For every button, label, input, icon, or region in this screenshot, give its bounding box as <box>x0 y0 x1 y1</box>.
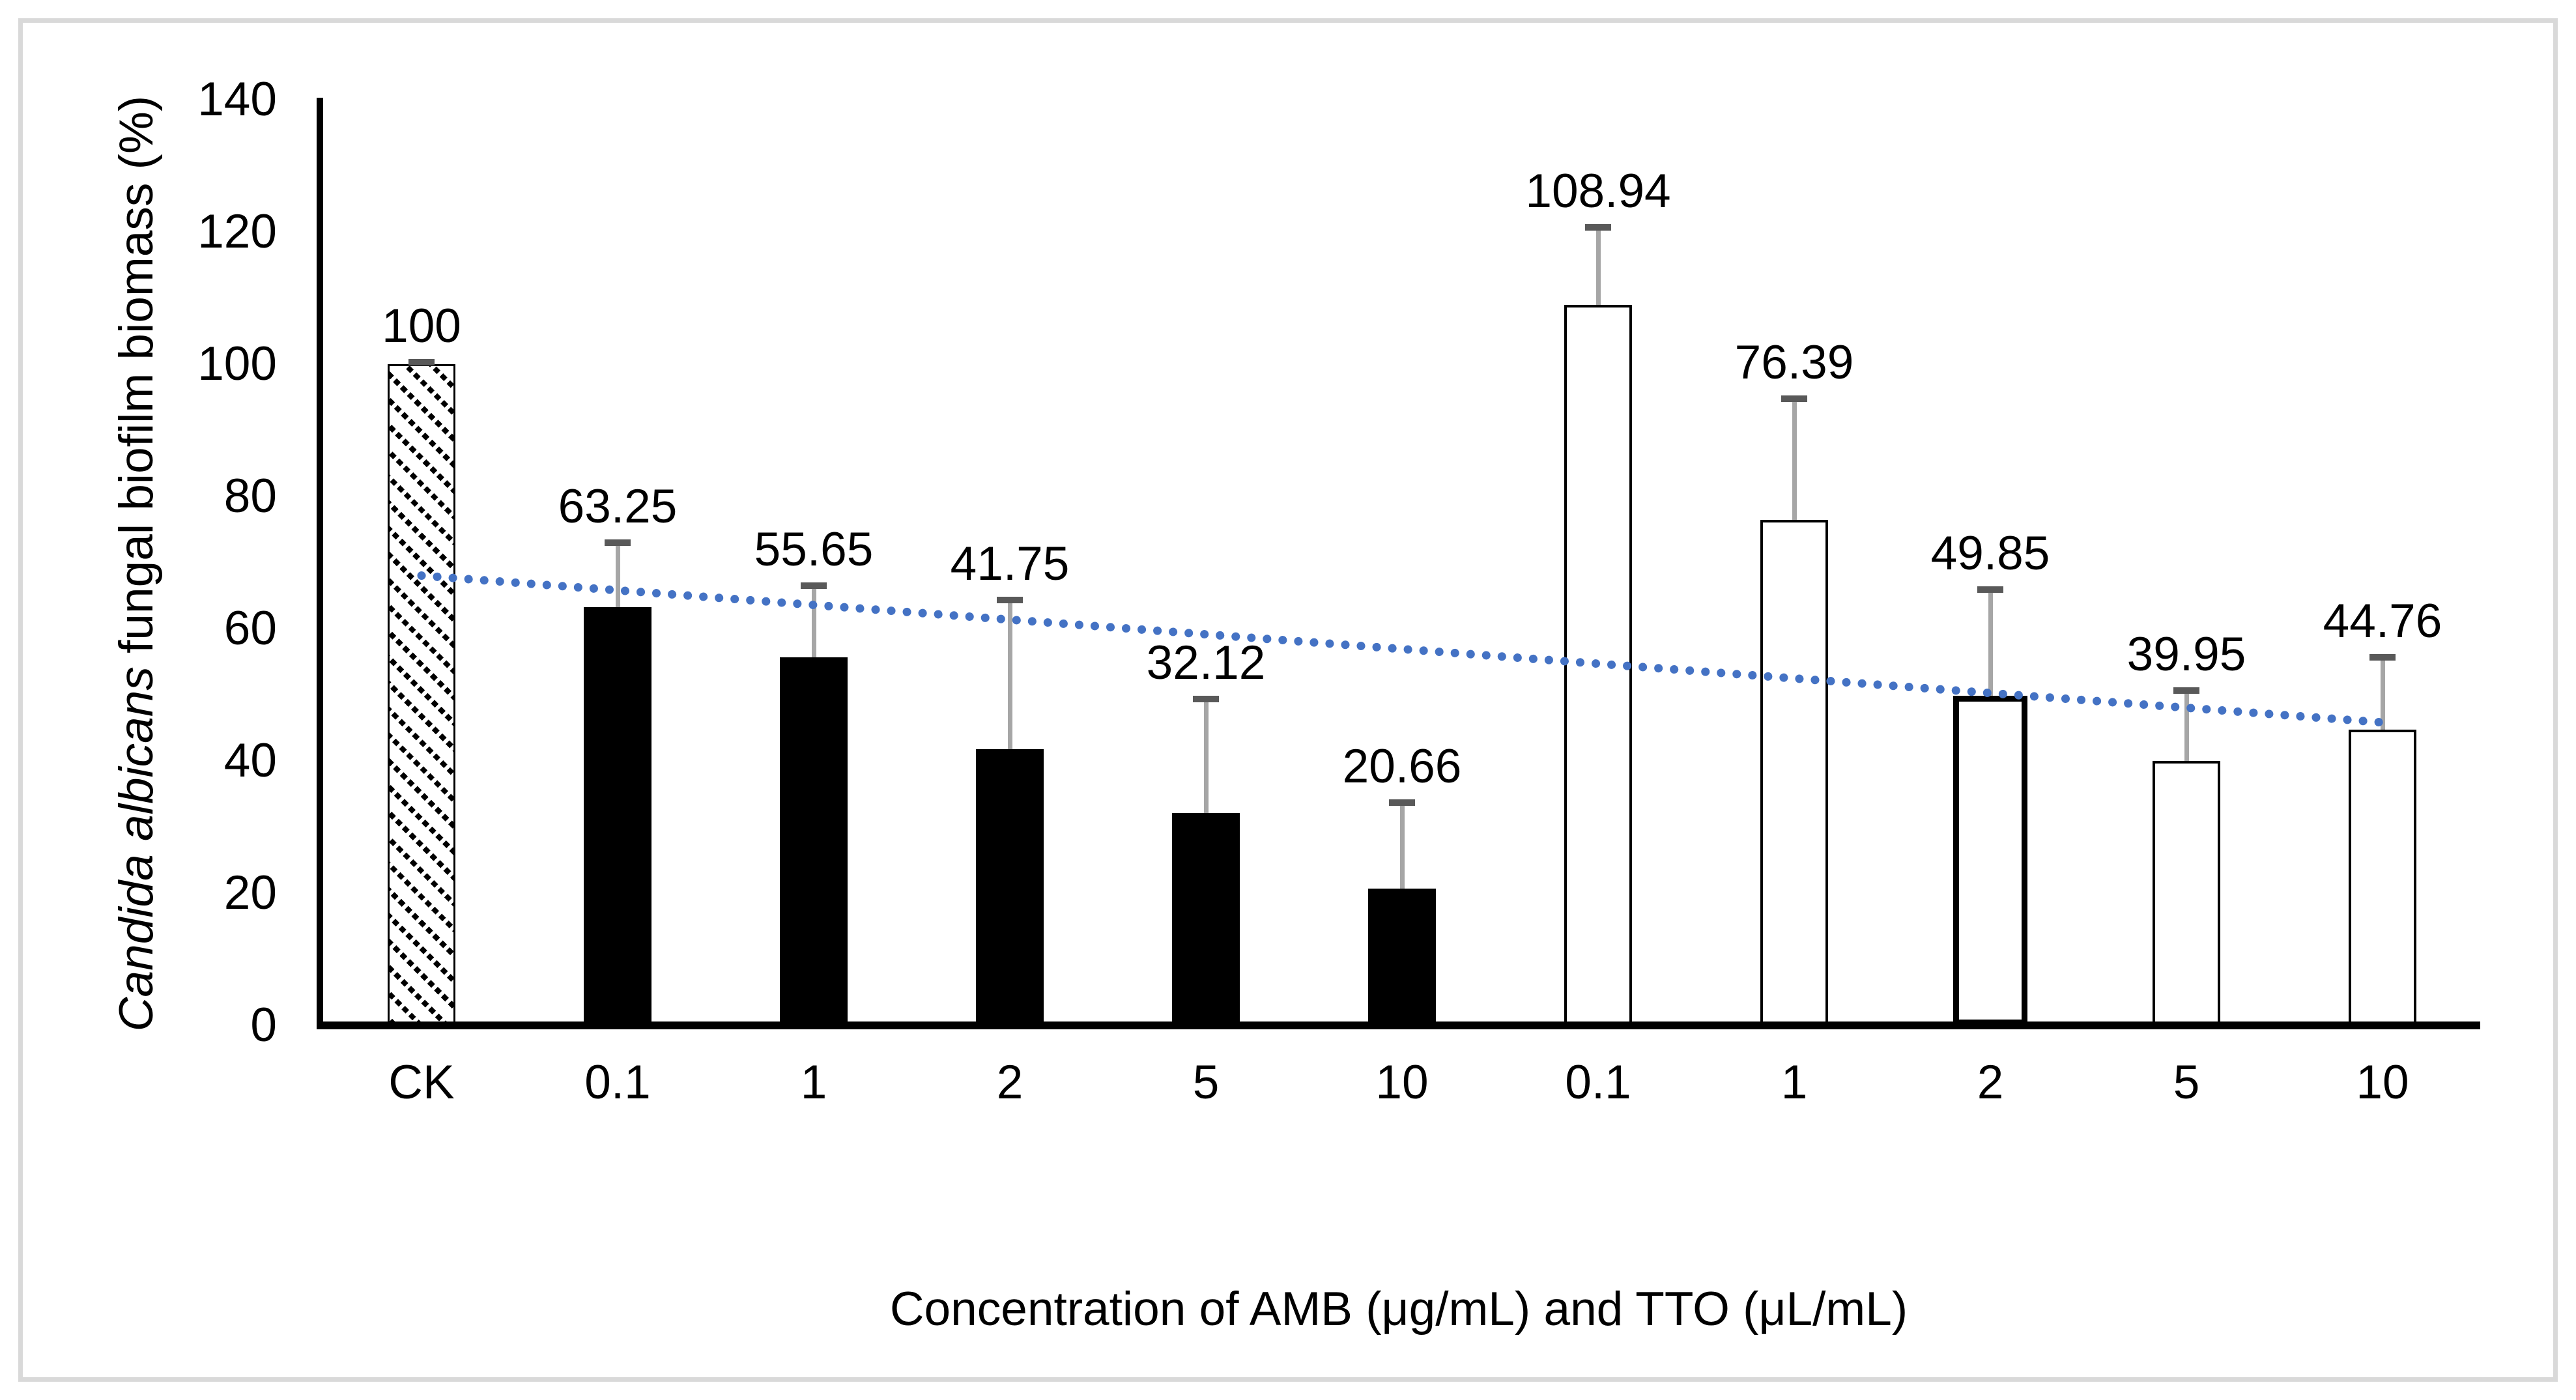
y-axis-line <box>317 98 323 1029</box>
x-axis-line <box>317 1021 2480 1029</box>
y-axis-tick-label: 20 <box>223 866 277 919</box>
data-label-tto-10: 44.76 <box>2323 594 2442 648</box>
error-bar-cap-tto-1 <box>1781 395 1807 402</box>
y-axis-tick-label: 120 <box>197 205 277 258</box>
x-axis-tick-label-tto-10: 10 <box>2356 1056 2409 1109</box>
error-bar-cap-tto-2 <box>1977 586 2003 593</box>
error-bar-amb-1 <box>811 586 816 657</box>
y-axis-tick-label: 80 <box>223 469 277 522</box>
error-bar-tto-2 <box>1988 590 1993 696</box>
x-axis-tick-label-amb-1: 1 <box>800 1056 827 1109</box>
error-bar-cap-amb-10 <box>1389 799 1415 807</box>
error-bar-amb-0.1 <box>615 543 620 607</box>
bar-amb-5 <box>1172 812 1240 1025</box>
bar-amb-1 <box>780 657 848 1025</box>
data-label-tto-1: 76.39 <box>1734 336 1854 389</box>
error-bar-amb-2 <box>1007 599 1012 750</box>
error-bar-tto-1 <box>1792 398 1797 521</box>
error-bar-tto-0.1 <box>1596 227 1601 305</box>
x-axis-tick-label-tto-5: 5 <box>2173 1056 2200 1109</box>
data-label-amb-2: 41.75 <box>950 537 1070 590</box>
x-axis-tick-label-amb-10: 10 <box>1375 1056 1429 1109</box>
x-axis-tick-label-tto-0.1: 0.1 <box>1565 1056 1631 1109</box>
y-axis-tick-label: 40 <box>223 734 277 787</box>
x-axis-tick-label-tto-2: 2 <box>1977 1056 2004 1109</box>
y-axis-tick-label: 0 <box>250 999 277 1051</box>
error-bar-cap-amb-5 <box>1193 696 1219 703</box>
data-label-amb-5: 32.12 <box>1146 636 1266 690</box>
y-axis-tick-label: 100 <box>197 337 277 390</box>
error-bar-cap-ck <box>408 358 435 365</box>
y-axis-tick-label: 60 <box>223 601 277 655</box>
y-axis-title-italic: Candida albicans <box>110 666 163 1032</box>
x-axis-title: Concentration of AMB (μg/mL) and TTO (μL… <box>889 1283 1908 1336</box>
error-bar-tto-10 <box>2380 657 2385 730</box>
error-bar-cap-amb-0.1 <box>605 539 631 547</box>
bar-tto-5 <box>2153 761 2220 1025</box>
error-bar-cap-tto-0.1 <box>1585 224 1611 231</box>
error-bar-cap-amb-2 <box>997 596 1023 603</box>
error-bar-amb-5 <box>1203 699 1209 813</box>
figure-border <box>18 18 2558 1382</box>
error-bar-tto-5 <box>2184 690 2189 762</box>
trendline <box>417 571 2387 727</box>
bar-tto-2 <box>1953 695 2027 1025</box>
bar-amb-0.1 <box>584 607 651 1025</box>
bar-tto-1 <box>1760 520 1828 1025</box>
data-label-amb-1: 55.65 <box>754 523 874 577</box>
data-label-ck: 100 <box>382 299 461 352</box>
data-label-tto-5: 39.95 <box>2126 627 2246 681</box>
error-bar-cap-amb-1 <box>801 582 827 590</box>
data-label-tto-2: 49.85 <box>1930 527 2050 580</box>
bar-amb-2 <box>976 749 1044 1025</box>
x-axis-tick-label-amb-2: 2 <box>996 1056 1023 1109</box>
x-axis-tick-label-amb-0.1: 0.1 <box>584 1056 651 1109</box>
x-axis-tick-label-ck: CK <box>388 1056 455 1109</box>
error-bar-cap-tto-10 <box>2369 653 2396 661</box>
x-axis-tick-label-amb-5: 5 <box>1192 1056 1220 1109</box>
y-axis-tick-label: 140 <box>197 72 277 126</box>
bar-amb-10 <box>1368 889 1436 1025</box>
x-axis-tick-label-tto-1: 1 <box>1781 1056 1808 1109</box>
data-label-amb-0.1: 63.25 <box>558 480 678 534</box>
error-bar-amb-10 <box>1399 803 1405 889</box>
data-label-amb-10: 20.66 <box>1342 740 1462 793</box>
bar-ck <box>388 364 455 1025</box>
error-bar-cap-tto-5 <box>2173 687 2199 694</box>
data-label-tto-0.1: 108.94 <box>1525 165 1671 218</box>
